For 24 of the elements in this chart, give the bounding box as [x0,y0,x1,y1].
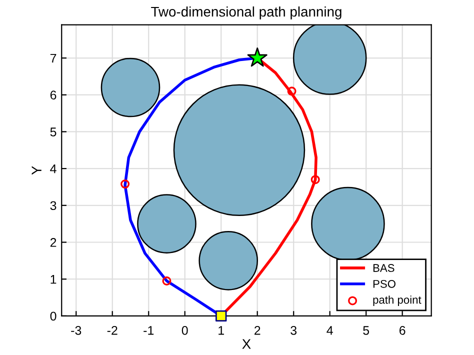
x-tick-label: 1 [218,326,224,335]
chart-title: Two-dimensional path planning [151,6,342,20]
y-tick-label: 3 [50,201,56,210]
x-tick-label: 6 [400,326,406,335]
y-tick-label: 6 [50,90,56,100]
legend-label: BAS [373,264,394,272]
y-tick-label: 5 [50,128,56,136]
x-tick-label: -3 [71,326,82,335]
x-tick-label: -1 [144,326,154,335]
legend-label: path point [373,296,422,306]
x-tick-label: 2 [254,326,260,335]
x-tick-label: -2 [107,326,118,335]
y-axis-title: Y [32,166,42,175]
y-tick-label: 1 [50,275,56,284]
x-axis-title: X [242,339,251,349]
x-tick-label: 4 [326,326,333,335]
y-tick-label: 2 [50,238,56,247]
y-tick-label: 0 [50,312,56,321]
x-tick-label: 0 [182,326,188,335]
y-tick-label: 4 [50,164,56,174]
legend-label: PSO [373,280,396,288]
y-tick-label: 7 [50,54,56,63]
x-tick-label: 5 [363,326,370,335]
x-tick-label: 3 [290,326,297,335]
